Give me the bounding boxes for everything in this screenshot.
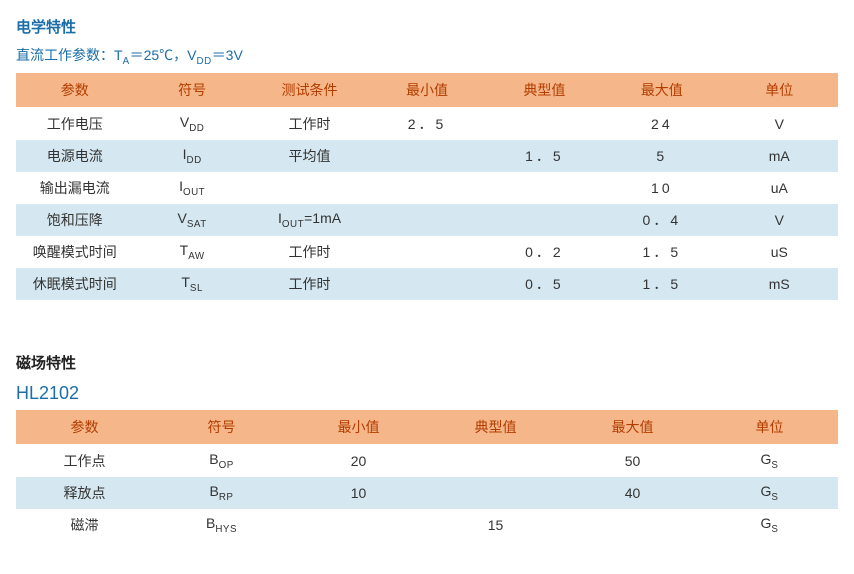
col-min: 最小值	[368, 73, 485, 108]
cell-symbol: IDD	[133, 140, 250, 172]
cell-typ	[486, 204, 603, 236]
table-row: 工作电压VDD工作时2．5 24V	[16, 107, 838, 140]
subtitle-mid: ＝25℃，V	[130, 47, 197, 63]
cell-unit: mA	[721, 140, 838, 172]
cell-typ: 15	[427, 509, 564, 541]
cell-min	[368, 140, 485, 172]
cell-typ	[427, 477, 564, 509]
col-symbol: 符号	[133, 73, 250, 108]
cell-param: 输出漏电流	[16, 172, 133, 204]
col-cond: 测试条件	[251, 73, 368, 108]
cell-condition: 平均值	[251, 140, 368, 172]
cell-min	[368, 204, 485, 236]
magnetic-header-row: 参数 符号 最小值 典型值 最大值 单位	[16, 410, 838, 445]
cell-typ	[486, 107, 603, 140]
col-param: 参数	[16, 410, 153, 445]
cell-max: 10	[603, 172, 720, 204]
cell-condition: IOUT=1mA	[251, 204, 368, 236]
cell-param: 饱和压降	[16, 204, 133, 236]
cell-condition: 工作时	[251, 107, 368, 140]
cell-max: 1．5	[603, 268, 720, 300]
cell-symbol: BOP	[153, 444, 290, 477]
cell-max: 40	[564, 477, 701, 509]
table-row: 休眠模式时间TSL工作时 0．51．5mS	[16, 268, 838, 300]
cell-min: 20	[290, 444, 427, 477]
cell-param: 电源电流	[16, 140, 133, 172]
cell-typ	[427, 444, 564, 477]
cell-unit: GS	[701, 509, 838, 541]
cell-unit: GS	[701, 444, 838, 477]
cell-param: 工作电压	[16, 107, 133, 140]
table-row: 工作点BOP20 50GS	[16, 444, 838, 477]
table-row: 饱和压降VSATIOUT=1mA 0．4V	[16, 204, 838, 236]
cell-min	[368, 268, 485, 300]
col-typ: 典型值	[486, 73, 603, 108]
cell-condition: 工作时	[251, 236, 368, 268]
subtitle-suffix: ＝3V	[212, 47, 243, 63]
cell-unit: V	[721, 204, 838, 236]
cell-param: 释放点	[16, 477, 153, 509]
electrical-table: 参数 符号 测试条件 最小值 典型值 最大值 单位 工作电压VDD工作时2．52…	[16, 73, 838, 300]
table-row: 唤醒模式时间TAW工作时 0．21．5uS	[16, 236, 838, 268]
cell-symbol: BHYS	[153, 509, 290, 541]
cell-min	[290, 509, 427, 541]
cell-symbol: VDD	[133, 107, 250, 140]
cell-condition	[251, 172, 368, 204]
cell-max: 1．5	[603, 236, 720, 268]
product-code: HL2102	[16, 383, 838, 404]
cell-condition: 工作时	[251, 268, 368, 300]
cell-param: 工作点	[16, 444, 153, 477]
subtitle-sub1: A	[123, 56, 130, 67]
col-unit: 单位	[701, 410, 838, 445]
cell-max: 0．4	[603, 204, 720, 236]
col-typ: 典型值	[427, 410, 564, 445]
cell-unit: V	[721, 107, 838, 140]
cell-param: 唤醒模式时间	[16, 236, 133, 268]
cell-max	[564, 509, 701, 541]
col-param: 参数	[16, 73, 133, 108]
cell-param: 休眠模式时间	[16, 268, 133, 300]
cell-unit: uA	[721, 172, 838, 204]
cell-unit: mS	[721, 268, 838, 300]
cell-symbol: TAW	[133, 236, 250, 268]
col-symbol: 符号	[153, 410, 290, 445]
cell-typ: 0．5	[486, 268, 603, 300]
cell-min	[368, 236, 485, 268]
table-row: 电源电流IDD平均值 1．55mA	[16, 140, 838, 172]
cell-symbol: IOUT	[133, 172, 250, 204]
cell-max: 24	[603, 107, 720, 140]
table-row: 输出漏电流IOUT 10uA	[16, 172, 838, 204]
cell-symbol: BRP	[153, 477, 290, 509]
cell-max: 50	[564, 444, 701, 477]
cell-min	[368, 172, 485, 204]
electrical-header-row: 参数 符号 测试条件 最小值 典型值 最大值 单位	[16, 73, 838, 108]
cell-typ	[486, 172, 603, 204]
subtitle-sub2: DD	[197, 56, 212, 67]
subtitle-prefix: 直流工作参数：T	[16, 47, 123, 63]
col-unit: 单位	[721, 73, 838, 108]
col-max: 最大值	[603, 73, 720, 108]
electrical-subtitle: 直流工作参数：TA＝25℃，VDD＝3V	[16, 45, 838, 67]
cell-min: 2．5	[368, 107, 485, 140]
col-min: 最小值	[290, 410, 427, 445]
cell-symbol: VSAT	[133, 204, 250, 236]
cell-unit: GS	[701, 477, 838, 509]
cell-max: 5	[603, 140, 720, 172]
cell-typ: 1．5	[486, 140, 603, 172]
col-max: 最大值	[564, 410, 701, 445]
magnetic-section-title: 磁场特性	[16, 352, 838, 373]
electrical-section-title: 电学特性	[16, 16, 838, 37]
cell-min: 10	[290, 477, 427, 509]
table-row: 磁滞BHYS 15 GS	[16, 509, 838, 541]
cell-param: 磁滞	[16, 509, 153, 541]
magnetic-table: 参数 符号 最小值 典型值 最大值 单位 工作点BOP2050GS释放点BRP1…	[16, 410, 838, 541]
cell-typ: 0．2	[486, 236, 603, 268]
table-row: 释放点BRP10 40GS	[16, 477, 838, 509]
cell-unit: uS	[721, 236, 838, 268]
cell-symbol: TSL	[133, 268, 250, 300]
